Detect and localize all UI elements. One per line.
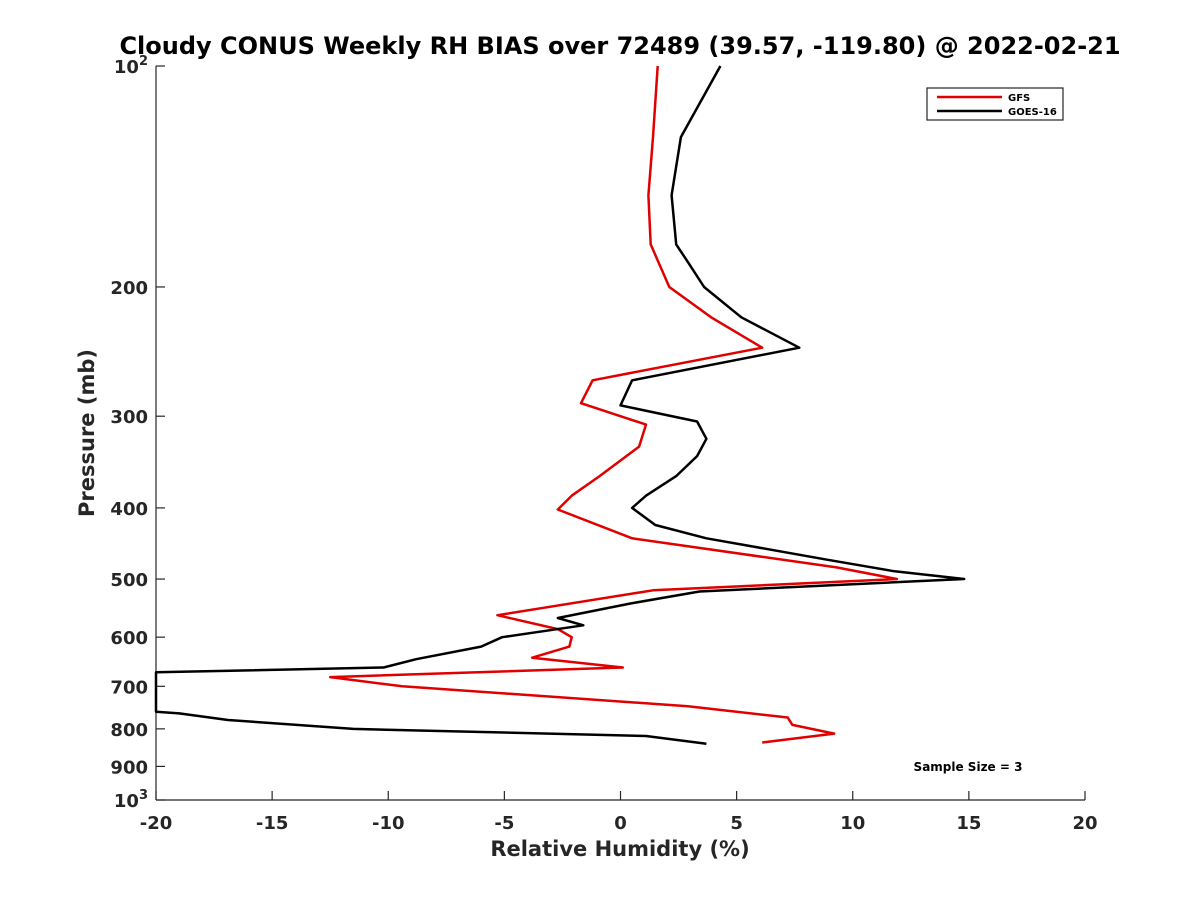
x-tick-label: 15 <box>956 813 981 834</box>
x-tick-label: -15 <box>256 813 289 834</box>
y-tick-label: 400 <box>110 499 148 520</box>
series-line-gfs <box>328 65 899 744</box>
y-tick-label-exponent: 2 <box>139 54 148 69</box>
legend-label-gfs: GFS <box>1008 93 1030 104</box>
y-tick-label: 600 <box>110 628 148 649</box>
y-tick-label-base: 10 <box>114 791 139 812</box>
y-tick-label: 300 <box>110 407 148 428</box>
y-tick-label: 500 <box>110 570 148 591</box>
x-tick-label: 0 <box>614 813 627 834</box>
chart-title: Cloudy CONUS Weekly RH BIAS over 72489 (… <box>119 32 1120 60</box>
y-tick-label: 103 <box>114 788 148 812</box>
legend: GFS GOES-16 <box>926 87 1064 121</box>
y-axis-label: Pressure (mb) <box>75 349 99 517</box>
x-tick-label: 5 <box>730 813 743 834</box>
x-axis-ticks: -20 -15 -10 -5 0 5 10 15 20 <box>140 791 1098 834</box>
y-tick-label: 900 <box>110 757 148 778</box>
legend-box <box>926 87 1064 121</box>
series-line-goes-16 <box>154 65 966 745</box>
y-tick-label: 200 <box>110 278 148 299</box>
series-lines <box>154 65 966 745</box>
y-tick-label: 102 <box>114 54 148 78</box>
plot-area: -20 -15 -10 -5 0 5 10 15 20 10220030040050060070… <box>110 54 1097 834</box>
x-tick-label: 10 <box>840 813 865 834</box>
x-tick-label: -20 <box>140 813 173 834</box>
y-tick-label-exponent: 3 <box>139 788 148 803</box>
sample-size-annotation: Sample Size = 3 <box>914 760 1023 774</box>
y-tick-label-base: 10 <box>114 57 139 78</box>
x-tick-label: -10 <box>372 813 405 834</box>
y-tick-label: 800 <box>110 720 148 741</box>
x-tick-label: 20 <box>1072 813 1097 834</box>
y-tick-label: 700 <box>110 677 148 698</box>
legend-label-goes-16: GOES-16 <box>1008 107 1057 118</box>
x-tick-label: -5 <box>494 813 514 834</box>
x-axis-label: Relative Humidity (%) <box>490 837 749 861</box>
